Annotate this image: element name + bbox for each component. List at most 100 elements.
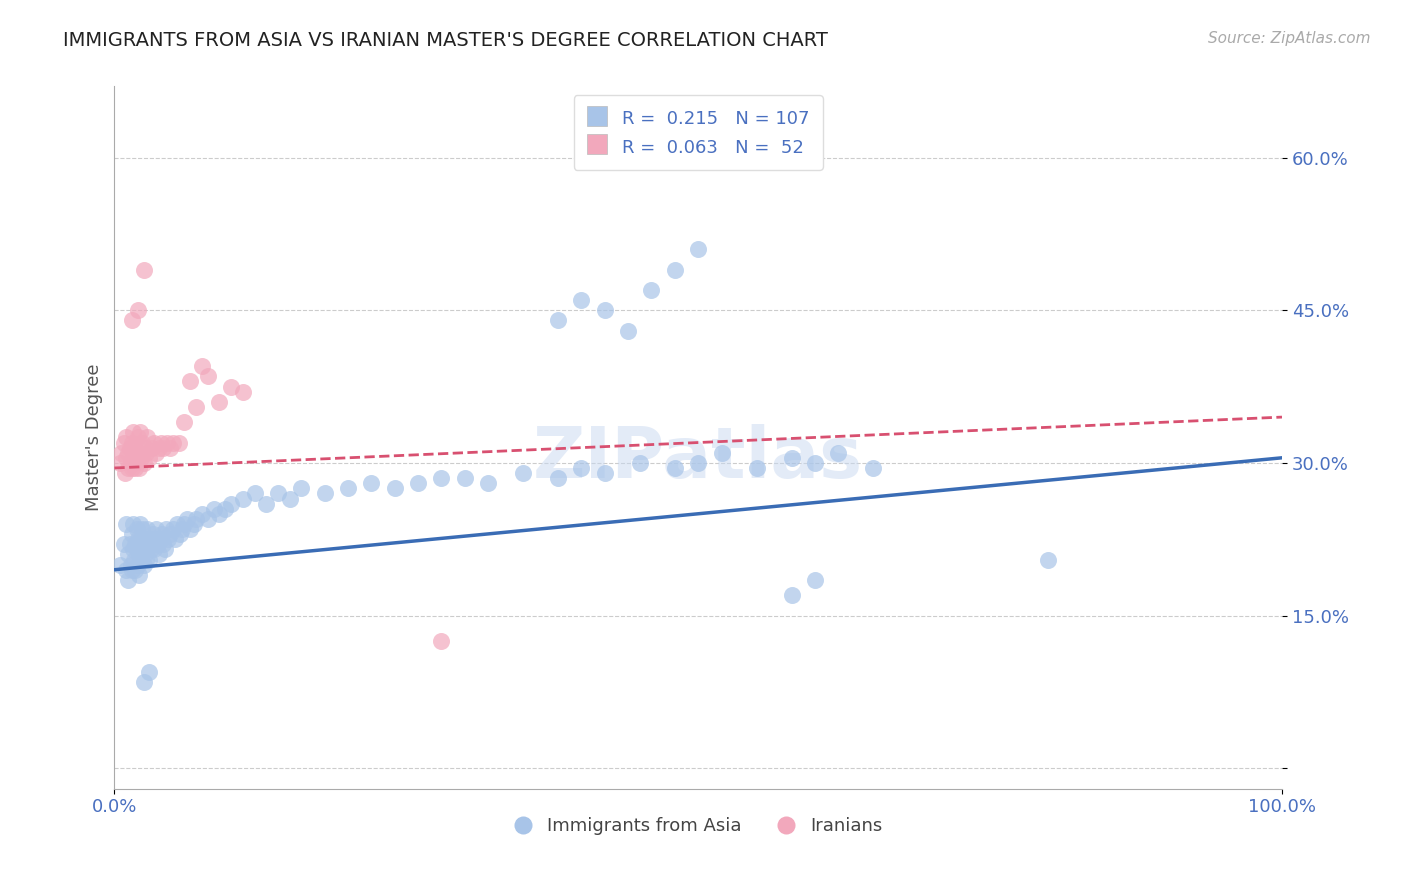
Point	[121, 563, 143, 577]
Point	[136, 430, 159, 444]
Point	[179, 522, 201, 536]
Point	[122, 552, 145, 566]
Point	[120, 558, 142, 572]
Point	[117, 573, 139, 587]
Point	[128, 548, 150, 562]
Point	[127, 303, 149, 318]
Point	[122, 425, 145, 440]
Point	[125, 446, 148, 460]
Point	[179, 375, 201, 389]
Point	[278, 491, 301, 506]
Point	[122, 446, 145, 460]
Point	[166, 516, 188, 531]
Point	[191, 507, 214, 521]
Point	[145, 522, 167, 536]
Point	[547, 471, 569, 485]
Point	[110, 456, 132, 470]
Point	[129, 552, 152, 566]
Point	[142, 527, 165, 541]
Point	[1038, 552, 1060, 566]
Point	[664, 461, 686, 475]
Point	[127, 558, 149, 572]
Point	[384, 481, 406, 495]
Point	[169, 527, 191, 541]
Point	[117, 446, 139, 460]
Point	[172, 522, 194, 536]
Point	[165, 532, 187, 546]
Point	[124, 441, 146, 455]
Point	[135, 552, 157, 566]
Point	[145, 446, 167, 460]
Point	[512, 466, 534, 480]
Point	[167, 435, 190, 450]
Point	[186, 512, 208, 526]
Point	[710, 446, 733, 460]
Point	[134, 548, 156, 562]
Point	[127, 450, 149, 465]
Point	[148, 441, 170, 455]
Point	[862, 461, 884, 475]
Point	[135, 446, 157, 460]
Point	[138, 552, 160, 566]
Point	[159, 441, 181, 455]
Point	[117, 548, 139, 562]
Point	[138, 532, 160, 546]
Point	[197, 512, 219, 526]
Point	[827, 446, 849, 460]
Point	[453, 471, 475, 485]
Point	[571, 293, 593, 307]
Point	[162, 435, 184, 450]
Point	[336, 481, 359, 495]
Point	[152, 441, 174, 455]
Point	[146, 537, 169, 551]
Point	[125, 522, 148, 536]
Point	[688, 242, 710, 256]
Point	[186, 400, 208, 414]
Point	[136, 522, 159, 536]
Point	[290, 481, 312, 495]
Point	[232, 384, 254, 399]
Point	[131, 522, 153, 536]
Point	[208, 394, 231, 409]
Point	[152, 537, 174, 551]
Point	[131, 435, 153, 450]
Text: IMMIGRANTS FROM ASIA VS IRANIAN MASTER'S DEGREE CORRELATION CHART: IMMIGRANTS FROM ASIA VS IRANIAN MASTER'S…	[63, 31, 828, 50]
Point	[430, 634, 453, 648]
Text: Source: ZipAtlas.com: Source: ZipAtlas.com	[1208, 31, 1371, 46]
Point	[121, 313, 143, 327]
Point	[157, 532, 180, 546]
Point	[148, 548, 170, 562]
Point	[593, 303, 616, 318]
Point	[128, 461, 150, 475]
Point	[117, 461, 139, 475]
Point	[110, 446, 132, 460]
Point	[115, 563, 138, 577]
Point	[571, 461, 593, 475]
Point	[138, 450, 160, 465]
Point	[173, 516, 195, 531]
Point	[159, 527, 181, 541]
Legend: Immigrants from Asia, Iranians: Immigrants from Asia, Iranians	[508, 810, 890, 843]
Point	[162, 522, 184, 536]
Point	[628, 456, 651, 470]
Point	[156, 435, 179, 450]
Point	[118, 441, 141, 455]
Point	[143, 435, 166, 450]
Point	[314, 486, 336, 500]
Point	[153, 542, 176, 557]
Point	[134, 441, 156, 455]
Point	[131, 542, 153, 557]
Point	[640, 283, 662, 297]
Point	[232, 491, 254, 506]
Point	[129, 446, 152, 460]
Point	[780, 450, 803, 465]
Point	[143, 532, 166, 546]
Point	[120, 456, 142, 470]
Point	[138, 665, 160, 679]
Point	[150, 527, 173, 541]
Point	[219, 497, 242, 511]
Point	[122, 456, 145, 470]
Point	[477, 476, 499, 491]
Point	[664, 262, 686, 277]
Point	[114, 466, 136, 480]
